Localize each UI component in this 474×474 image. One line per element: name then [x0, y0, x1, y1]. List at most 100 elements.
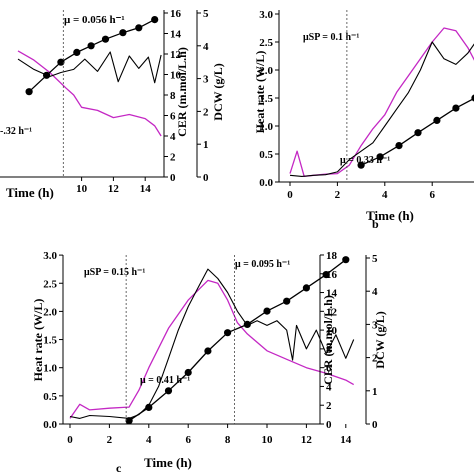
panel-a-dcw-point — [73, 48, 81, 57]
panel-b-dcw-point — [395, 142, 403, 150]
panel-c-y-tick-label: 2.5 — [43, 278, 57, 290]
panel-a-dcw-tick-label: 5 — [203, 8, 209, 20]
panel-a-cer-tick-label: 16 — [170, 8, 182, 20]
panel-c-dcw-point — [164, 387, 173, 395]
panel-c-y-tick-label: 3.0 — [43, 250, 57, 262]
panel-c-cer-tick-label: 10 — [326, 325, 338, 337]
panel-a-dcw-point — [43, 71, 51, 79]
panel-c-rate-label-late: μ = 0.095 h⁻¹ — [235, 259, 290, 270]
panel-c-dcw-point — [263, 307, 271, 315]
panel-c-y-tick-label: 1.0 — [43, 363, 57, 375]
panel-b-x-axis-title: Time (h) — [366, 208, 414, 223]
panel-c-y-tick-label: 2.0 — [43, 306, 57, 318]
panel-c-dcw-point — [243, 320, 251, 328]
panel-a-dcw-point — [101, 35, 110, 43]
panel-a-dcw-point — [151, 16, 159, 24]
panel-c-dcw-tick-label: 4 — [372, 286, 378, 298]
panel-c-y-tick-label: 1.5 — [43, 335, 57, 347]
panel-c-x-tick-label: 6 — [185, 434, 191, 446]
panel-c-setpoint-label: μSP = 0.15 h⁻¹ — [84, 267, 145, 278]
panel-b-letter: b — [372, 217, 379, 231]
panel-a-dcw-tick-label: 2 — [203, 106, 209, 118]
panel-a-cer-tick-label: 6 — [170, 111, 176, 123]
panel-b-y-tick-label: 1.0 — [259, 121, 273, 133]
panel-c-x-tick-label: 12 — [301, 434, 313, 446]
panel-a-dcw-axis-title: DCW (g/L) — [211, 63, 225, 120]
panel-c-letter: c — [116, 461, 122, 474]
panel-c-heat-series — [69, 279, 355, 419]
panel-b: μSP = 0.1 h⁻¹ μ = 0.33 h⁻¹ Heat rate (W/… — [253, 32, 414, 231]
panel-c-x-tick-label: 10 — [262, 434, 274, 446]
panel-a-heat-series — [17, 50, 162, 137]
panel-b-y-tick-label: 1.5 — [259, 93, 273, 105]
panel-b-dcw-point — [376, 153, 384, 161]
panel-c-dcw-tick-label: 0 — [372, 419, 378, 431]
panel-c-cer-tick-label: 8 — [326, 344, 332, 356]
panel-b-y-axis-title: Heat rate (W/L) — [253, 51, 267, 134]
panel-c-dcw-point — [322, 271, 330, 279]
panel-c-cer-tick-label: 14 — [326, 288, 338, 300]
panel-c-y-tick-label: 0.0 — [43, 419, 57, 431]
panel-c-cer-tick-label: 6 — [326, 363, 332, 375]
panel-a-x-axis-title: Time (h) — [6, 185, 54, 200]
panel-c-x-tick-label: 2 — [107, 434, 113, 446]
panel-c-dcw-point — [283, 297, 291, 305]
panel-a-dcw-point — [119, 29, 127, 37]
panel-a-cer-tick-label: 2 — [170, 152, 176, 164]
panel-a-x-tick-label: 10 — [76, 183, 88, 195]
panel-c-dcw-tick-label: 5 — [372, 253, 378, 265]
panel-c-dcw-point — [342, 256, 350, 264]
panel-a-cer-series — [17, 51, 162, 84]
panel-c-cer-tick-label: 18 — [326, 250, 338, 262]
panel-b-x-tick-label: 2 — [335, 189, 341, 201]
panel-b-y-tick-label: 0.5 — [259, 149, 273, 161]
panel-c-dcw-tick-label: 2 — [372, 353, 378, 365]
panel-a-cer-tick-label: 4 — [170, 131, 176, 143]
panel-a-rate-label-2: -.32 h⁻¹ — [0, 126, 32, 137]
panel-c-x-tick-label: 8 — [225, 434, 231, 446]
panel-a-cer-tick-label: 8 — [170, 90, 176, 102]
panel-a-rate-label: μ = 0.056 h⁻¹ — [64, 14, 125, 26]
panel-b-dcw-point — [414, 129, 422, 137]
panel-c-cer-tick-label: 12 — [326, 306, 338, 318]
panel-c-dcw-tick-label: 1 — [372, 386, 378, 398]
panel-a-dcw-point — [135, 24, 143, 32]
panel-b-dcw-series — [360, 97, 474, 166]
panel-c: μSP = 0.15 h⁻¹ μ = 0.095 h⁻¹ μ = 0.41 h⁻… — [31, 259, 387, 474]
panel-c-dcw-point — [145, 403, 153, 411]
panel-c-cer-tick-label: 2 — [326, 400, 332, 412]
panel-a-cer-tick-label: 10 — [170, 70, 182, 82]
panel-c-dcw-tick-label: 3 — [372, 319, 378, 331]
panel-b-rate-label: μ = 0.33 h⁻¹ — [340, 155, 390, 166]
panel-c-x-tick-label: 4 — [146, 434, 152, 446]
panel-c-dcw-point — [302, 284, 310, 292]
panel-b-x-tick-label: 4 — [382, 189, 388, 201]
panel-c-cer-tick-label: 0 — [326, 419, 332, 431]
panel-c-dcw-point — [125, 417, 133, 425]
panel-b-y-tick-label: 2.5 — [259, 37, 273, 49]
panel-c-dcw-axis-title: DCW (g/L) — [373, 311, 387, 368]
panel-b-x-tick-label: 0 — [287, 189, 293, 201]
panel-a-x-tick-label: 12 — [108, 183, 120, 195]
panel-c-y-tick-label: 0.5 — [43, 391, 57, 403]
panel-a-dcw-tick-label: 0 — [203, 172, 209, 184]
panel-a-dcw-point — [57, 58, 65, 66]
panel-a-x-tick-label: 14 — [140, 183, 152, 195]
panel-c-y-axis-title: Heat rate (W/L) — [31, 299, 45, 382]
panel-b-dcw-point — [357, 161, 365, 169]
panel-b-y-tick-label: 0.0 — [259, 177, 273, 189]
panel-c-cer-tick-label: 16 — [326, 269, 338, 281]
panel-b-dcw-point — [452, 104, 460, 112]
panel-b-x-tick-label: 6 — [429, 189, 435, 201]
panel-b-cer-series — [289, 41, 474, 177]
panel-c-rate-label-early: μ = 0.41 h⁻¹ — [140, 375, 190, 386]
panel-c-dcw-point — [184, 368, 192, 377]
panel-a-cer-tick-label: 0 — [170, 172, 176, 184]
panel-a-dcw-series — [28, 19, 155, 93]
axes-layer: μ = 0.056 h⁻¹ -.32 h⁻¹ Time (h) CER (m.m… — [0, 8, 474, 474]
panel-a-dcw-tick-label: 3 — [203, 74, 209, 86]
panel-a-cer-tick-label: 14 — [170, 29, 182, 41]
panel-a-cer-axis-title: CER (m.mol/L.h) — [175, 47, 189, 137]
panel-a-dcw-point — [87, 42, 95, 50]
